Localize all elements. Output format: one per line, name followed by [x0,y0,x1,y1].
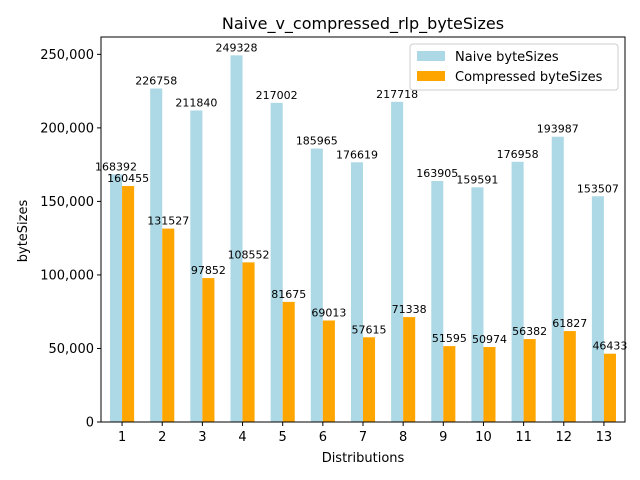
y-tick-label-200000: 200,000 [40,121,94,136]
bar-s2-6 [322,320,335,422]
bar-s2-2 [162,228,175,422]
x-tick-label-10: 10 [475,430,492,445]
bar-s1-9 [431,180,444,422]
data-label-s2-9: 51595 [432,332,467,345]
bar-s1-13 [591,196,604,422]
bar-s1-7 [350,162,363,422]
y-axis: 0 50,000 100,000 150,000 200,000 250,000 [40,48,101,431]
bar-s2-7 [363,337,376,422]
bar-s1-5 [270,102,283,423]
data-label-s1-6: 185965 [296,135,338,148]
bar-s1-6 [310,148,323,422]
data-labels-layer: 168392 226758 211840 249328 217002 1859651766… [95,41,627,352]
legend-label-2: Compressed byteSizes [455,70,603,85]
y-tick-label-50000: 50,000 [49,342,95,357]
data-label-s2-3: 97852 [191,264,226,277]
data-label-s2-13: 46433 [592,340,627,353]
data-label-s2-5: 81675 [271,288,306,301]
data-label-s1-9: 163905 [416,167,458,180]
bar-s2-9 [443,346,456,422]
legend: Naive byteSizes Compressed byteSizes [409,43,619,91]
y-axis-label: byteSizes [16,200,31,263]
x-tick-label-3: 3 [198,430,206,445]
bar-s1-3 [190,110,203,423]
x-tick-label-4: 4 [238,430,246,445]
data-label-s2-7: 57615 [352,323,387,336]
plot-frame [100,36,626,423]
data-label-s1-4: 249328 [216,41,258,54]
y-tick-label-150000: 150,000 [40,195,94,210]
bar-s2-12 [563,331,576,422]
x-tick-label-13: 13 [596,430,613,445]
legend-box [409,43,619,91]
y-tick-label-250000: 250,000 [40,48,94,63]
data-label-s1-11: 176958 [497,148,539,161]
x-tick-label-8: 8 [399,430,407,445]
bar-s2-3 [202,278,215,422]
legend-swatch-2 [417,71,445,81]
data-label-s1-5: 217002 [256,89,298,102]
x-tick-label-7: 7 [359,430,367,445]
bar-s2-8 [403,317,416,422]
data-label-s1-10: 159591 [456,173,498,186]
data-label-s1-3: 211840 [175,96,217,109]
x-tick-label-9: 9 [439,430,447,445]
x-tick-label-11: 11 [515,430,532,445]
data-label-s1-7: 176619 [336,148,378,161]
data-label-s2-1: 160455 [107,172,149,185]
bar-s2-1 [122,186,135,422]
bar-s2-4 [242,262,255,422]
legend-swatch-1 [417,51,445,61]
bar-s1-8 [391,101,404,422]
bar-s1-10 [471,187,484,422]
data-label-s1-12: 193987 [537,123,579,136]
data-label-s1-1: 168392 [95,160,137,173]
x-tick-label-1: 1 [118,430,126,445]
y-tick-label-0: 0 [86,416,94,431]
bar-s2-11 [523,339,536,422]
chart-title: Naive_v_compressed_rlp_byteSizes [222,14,504,34]
data-label-s2-2: 131527 [147,215,189,228]
bar-s2-5 [282,301,295,422]
x-tick-label-6: 6 [319,430,327,445]
data-label-s2-12: 61827 [552,317,587,330]
data-label-s2-11: 56382 [512,325,547,338]
data-label-s2-10: 50974 [472,333,507,346]
bar-s1-2 [150,88,163,423]
data-label-s2-6: 69013 [311,307,346,320]
data-label-s2-4: 108552 [228,248,270,261]
bar-s2-10 [483,347,496,422]
data-label-s1-2: 226758 [135,75,177,88]
data-label-s2-8: 71338 [392,303,427,316]
data-label-s1-8: 217718 [376,88,418,101]
bars-layer [110,55,616,423]
x-tick-label-5: 5 [279,430,287,445]
bar-s2-13 [603,353,616,422]
x-axis: 1 2 3 4 5 6 7 8 9 10 11 12 13 [118,422,612,445]
x-tick-label-2: 2 [158,430,166,445]
y-tick-label-100000: 100,000 [40,268,94,283]
legend-label-1: Naive byteSizes [455,50,559,65]
x-tick-label-12: 12 [555,430,572,445]
bar-s1-4 [230,55,243,422]
bar-s1-1 [110,174,123,422]
data-label-s1-13: 153507 [577,182,619,195]
bar-s1-11 [511,161,524,423]
x-axis-label: Distributions [322,451,405,466]
bar-s1-12 [551,136,564,422]
